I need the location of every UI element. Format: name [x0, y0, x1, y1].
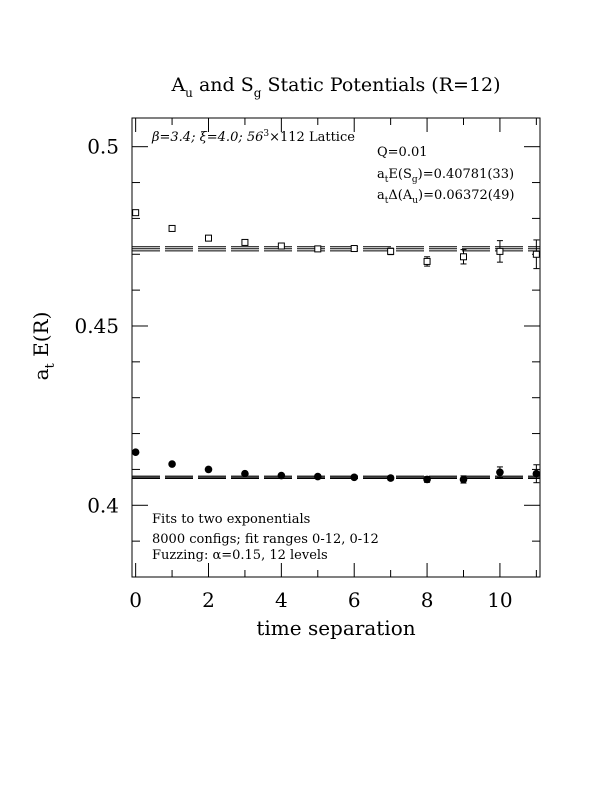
lattice-annotation: β=3.4; ξ=4.0; 563×112 Lattice: [151, 129, 355, 145]
data-point-circle: [386, 474, 395, 482]
x-tick-label: 6: [348, 588, 361, 612]
x-tick-label: 10: [487, 588, 512, 612]
fit-lines: [132, 246, 540, 479]
data-point-circle: [168, 460, 176, 468]
data-point-square: [132, 209, 140, 217]
data-point-square: [205, 234, 212, 242]
data-point-square: [241, 238, 249, 246]
data-point-circle: [423, 475, 431, 484]
x-tick-labels: 0 2 4 6 8 10: [129, 588, 512, 612]
x-tick-label: 4: [275, 588, 288, 612]
data-point-circle: [277, 471, 286, 480]
data-point-square: [496, 247, 504, 255]
data-point-circle: [496, 468, 504, 477]
data-point-square: [277, 242, 285, 250]
y-tick-labels: 0.4 0.45 0.5: [74, 135, 119, 518]
data-point-circle: [313, 472, 322, 481]
data-point-square: [350, 245, 358, 253]
chart-title: Au and Sg Static Potentials (R=12): [170, 74, 500, 100]
fit-sg-annotation: atE(Sg)=0.40781(33): [377, 167, 514, 185]
y-tick-label: 0.45: [74, 314, 119, 338]
y-axis-label: at E(R): [29, 312, 58, 381]
data-point-square: [387, 247, 395, 255]
fit-method-note: Fits to two exponentials: [152, 512, 310, 527]
data-point-square: [168, 224, 176, 232]
data-point-circle: [532, 469, 541, 478]
data-point-circle: [204, 465, 213, 474]
data-point-square: [532, 250, 540, 258]
configs-note: 8000 configs; fit ranges 0-12, 0-12: [152, 532, 379, 547]
fuzzing-note: Fuzzing: α=0.15, 12 levels: [152, 548, 328, 563]
fit-au-annotation: atΔ(Au)=0.06372(49): [377, 188, 514, 206]
plot-frame: [131, 117, 541, 578]
data-point-square: [314, 245, 322, 253]
data-point-circle: [459, 475, 468, 484]
data-point-circle: [241, 469, 249, 478]
x-tick-label: 2: [202, 588, 215, 612]
y-tick-label: 0.4: [87, 493, 119, 517]
y-tick-label: 0.5: [87, 135, 119, 159]
data-point-square: [460, 253, 467, 261]
data-points: [131, 209, 541, 484]
x-axis-label: time separation: [256, 616, 415, 640]
axis-ticks: [132, 118, 540, 577]
data-point-circle: [131, 448, 140, 457]
data-point-circle: [350, 473, 359, 482]
x-tick-label: 8: [421, 588, 434, 612]
x-tick-label: 0: [129, 588, 142, 612]
q-annotation: Q=0.01: [377, 145, 428, 160]
data-point-square: [423, 257, 431, 265]
